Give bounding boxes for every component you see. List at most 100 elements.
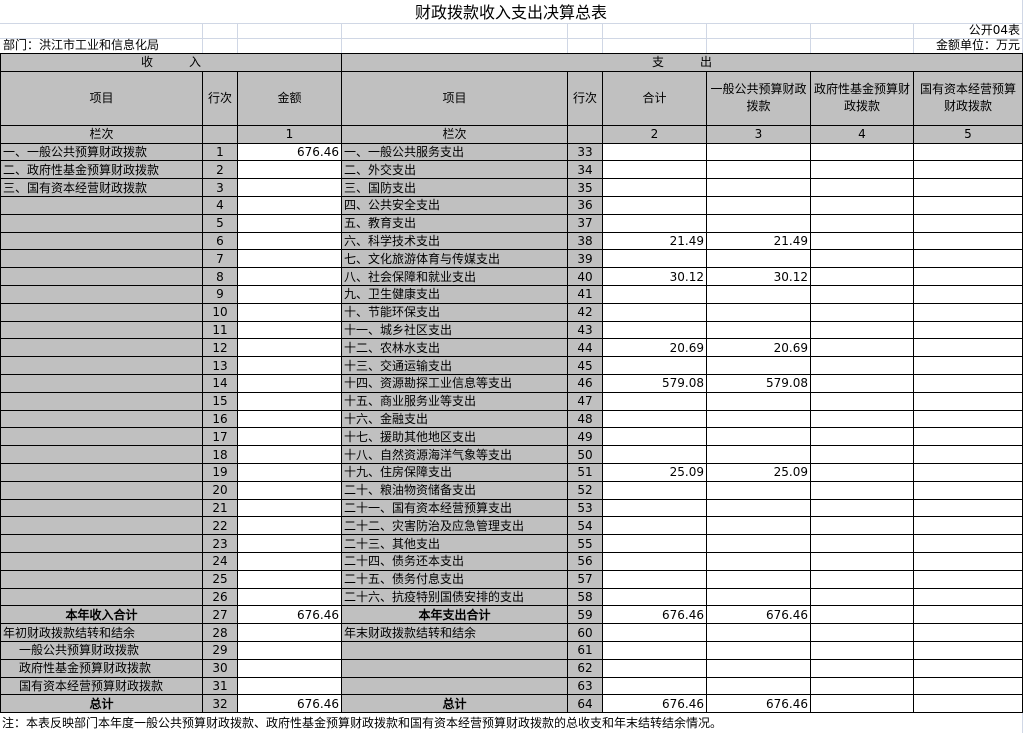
expense-total[interactable]	[602, 178, 707, 197]
expense-general[interactable]: 30.12	[706, 267, 811, 286]
expense-general[interactable]	[706, 142, 811, 162]
expense-state[interactable]	[913, 391, 1023, 411]
income-amount[interactable]	[237, 356, 342, 375]
expense-general[interactable]	[706, 249, 811, 269]
expense-general[interactable]	[706, 320, 811, 340]
income-amount[interactable]	[237, 534, 342, 553]
expense-state[interactable]	[913, 338, 1023, 358]
expense-fund[interactable]	[810, 284, 914, 304]
expense-state[interactable]	[913, 195, 1023, 215]
income-amount[interactable]	[237, 569, 342, 589]
expense-state[interactable]	[913, 480, 1023, 500]
expense-fund[interactable]	[810, 249, 914, 269]
expense-total[interactable]: 20.69	[602, 338, 707, 358]
expense-state[interactable]	[913, 587, 1023, 607]
expense-fund[interactable]	[810, 498, 914, 518]
expense-total[interactable]	[602, 249, 707, 269]
expense-fund[interactable]	[810, 195, 914, 215]
expense-general[interactable]	[706, 427, 811, 447]
income-amount[interactable]	[237, 498, 342, 518]
expense-total[interactable]: 21.49	[602, 231, 707, 251]
income-amount[interactable]	[237, 480, 342, 500]
expense-fund[interactable]	[810, 409, 914, 429]
expense-total[interactable]	[602, 302, 707, 322]
expense-state[interactable]	[913, 178, 1023, 197]
expense-fund[interactable]	[810, 445, 914, 464]
expense-general[interactable]	[706, 195, 811, 215]
income-amount[interactable]	[237, 587, 342, 607]
expense-total[interactable]	[602, 534, 707, 553]
expense-state[interactable]	[913, 320, 1023, 340]
expense-general[interactable]: 20.69	[706, 338, 811, 358]
expense-state[interactable]	[913, 427, 1023, 447]
income-amount[interactable]	[237, 160, 342, 180]
expense-state[interactable]	[913, 569, 1023, 589]
expense-total[interactable]	[602, 213, 707, 233]
expense-total[interactable]	[602, 409, 707, 429]
income-amount[interactable]	[237, 658, 342, 678]
expense-total[interactable]	[602, 623, 707, 642]
income-amount[interactable]	[237, 302, 342, 322]
expense-fund[interactable]	[810, 623, 914, 642]
income-amount[interactable]	[237, 640, 342, 660]
income-amount[interactable]	[237, 445, 342, 464]
expense-total[interactable]	[602, 320, 707, 340]
expense-state[interactable]	[913, 302, 1023, 322]
income-amount[interactable]	[237, 284, 342, 304]
income-amount[interactable]	[237, 213, 342, 233]
expense-state[interactable]	[913, 462, 1023, 482]
expense-general[interactable]: 676.46	[706, 605, 811, 625]
expense-state[interactable]	[913, 694, 1023, 714]
expense-state[interactable]	[913, 284, 1023, 304]
income-amount[interactable]: 676.46	[237, 694, 342, 714]
expense-fund[interactable]	[810, 569, 914, 589]
expense-total[interactable]: 579.08	[602, 373, 707, 393]
expense-fund[interactable]	[810, 142, 914, 162]
income-amount[interactable]	[237, 427, 342, 447]
expense-state[interactable]	[913, 231, 1023, 251]
expense-state[interactable]	[913, 445, 1023, 464]
expense-total[interactable]	[602, 640, 707, 660]
expense-fund[interactable]	[810, 587, 914, 607]
expense-general[interactable]	[706, 516, 811, 536]
expense-total[interactable]	[602, 480, 707, 500]
expense-state[interactable]	[913, 516, 1023, 536]
income-amount[interactable]	[237, 267, 342, 286]
income-amount[interactable]	[237, 178, 342, 197]
income-amount[interactable]	[237, 551, 342, 571]
income-amount[interactable]	[237, 462, 342, 482]
expense-general[interactable]	[706, 551, 811, 571]
expense-general[interactable]	[706, 569, 811, 589]
expense-fund[interactable]	[810, 480, 914, 500]
expense-state[interactable]	[913, 213, 1023, 233]
expense-general[interactable]	[706, 302, 811, 322]
expense-total[interactable]	[602, 569, 707, 589]
expense-fund[interactable]	[810, 160, 914, 180]
income-amount[interactable]	[237, 231, 342, 251]
expense-state[interactable]	[913, 356, 1023, 375]
expense-fund[interactable]	[810, 640, 914, 660]
expense-state[interactable]	[913, 551, 1023, 571]
expense-fund[interactable]	[810, 178, 914, 197]
expense-general[interactable]	[706, 623, 811, 642]
expense-fund[interactable]	[810, 302, 914, 322]
expense-fund[interactable]	[810, 427, 914, 447]
expense-fund[interactable]	[810, 213, 914, 233]
expense-fund[interactable]	[810, 267, 914, 286]
expense-total[interactable]	[602, 658, 707, 678]
expense-fund[interactable]	[810, 551, 914, 571]
expense-state[interactable]	[913, 373, 1023, 393]
expense-total[interactable]	[602, 427, 707, 447]
expense-general[interactable]	[706, 640, 811, 660]
expense-total[interactable]	[602, 445, 707, 464]
expense-general[interactable]	[706, 213, 811, 233]
expense-general[interactable]	[706, 160, 811, 180]
expense-state[interactable]	[913, 409, 1023, 429]
expense-state[interactable]	[913, 160, 1023, 180]
expense-general[interactable]	[706, 480, 811, 500]
income-amount[interactable]	[237, 338, 342, 358]
income-amount[interactable]	[237, 320, 342, 340]
expense-total[interactable]	[602, 356, 707, 375]
expense-total[interactable]	[602, 676, 707, 696]
expense-fund[interactable]	[810, 676, 914, 696]
